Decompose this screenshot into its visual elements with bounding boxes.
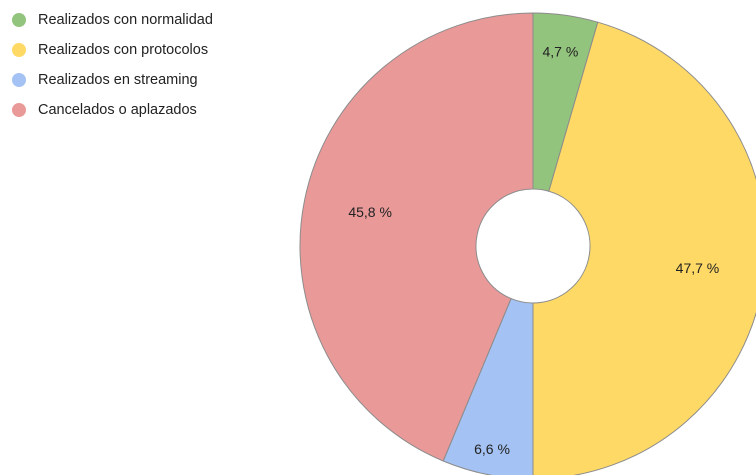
legend-label: Realizados en streaming: [38, 72, 198, 88]
legend-swatch: [12, 13, 26, 27]
legend-swatch: [12, 73, 26, 87]
chart-legend: Realizados con normalidad Realizados con …: [12, 10, 213, 130]
legend-label: Cancelados o aplazados: [38, 102, 197, 118]
pie-slice[interactable]: [299, 12, 534, 462]
legend-item[interactable]: Realizados con protocolos: [12, 40, 213, 60]
legend-item[interactable]: Realizados en streaming: [12, 70, 213, 90]
slice-label: 45,8 %: [348, 204, 392, 220]
pie-slice[interactable]: [532, 21, 756, 475]
legend-swatch: [12, 103, 26, 117]
slice-label: 47,7 %: [676, 260, 720, 276]
slice-label: 6,6 %: [474, 441, 510, 457]
legend-label: Realizados con protocolos: [38, 42, 209, 58]
legend-label: Realizados con normalidad: [38, 12, 213, 28]
slice-label: 4,7 %: [542, 44, 578, 60]
legend-item[interactable]: Realizados con normalidad: [12, 10, 213, 30]
legend-swatch: [12, 43, 26, 57]
legend-item[interactable]: Cancelados o aplazados: [12, 100, 213, 120]
